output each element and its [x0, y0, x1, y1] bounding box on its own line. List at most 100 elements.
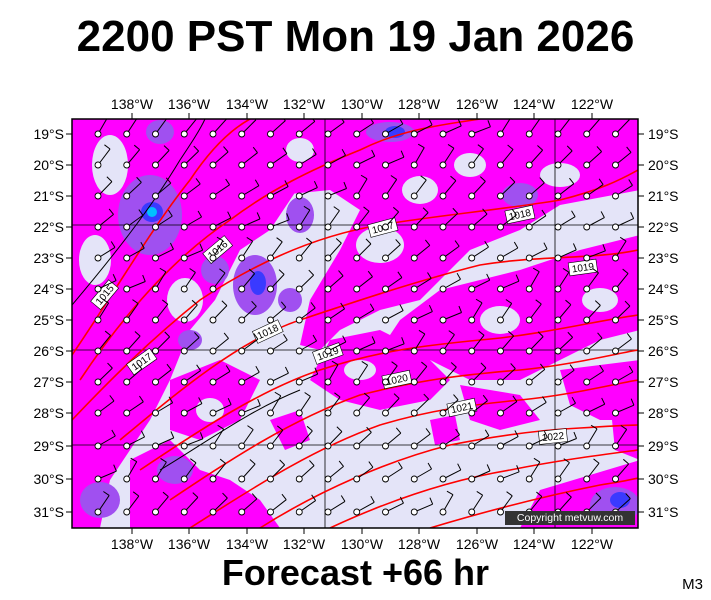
wind-barb: [554, 119, 571, 138]
wind-barb: [267, 425, 284, 450]
wind-barb: [324, 148, 346, 169]
wind-barb: [94, 298, 110, 324]
wind-barb: [238, 212, 261, 231]
wind-barb: [525, 396, 547, 417]
wind-barb: [382, 393, 400, 417]
wind-barb: [612, 236, 627, 262]
wind-barb: [180, 145, 199, 169]
wind-barb: [554, 396, 576, 417]
latitude-label-right: 20°S: [648, 157, 679, 173]
svg-text:1020: 1020: [385, 373, 409, 388]
wind-barb: [295, 334, 318, 355]
wind-barb: [612, 179, 633, 200]
wind-barb: [152, 491, 169, 516]
wind-barb: [554, 210, 576, 231]
wind-barb: [295, 494, 317, 516]
wind-barb: [439, 330, 455, 355]
wind-barb: [123, 491, 140, 516]
wind-barb: [152, 299, 169, 324]
latitude-label-right: 26°S: [648, 343, 679, 359]
wind-barb: [468, 429, 490, 450]
wind-barb: [123, 144, 140, 169]
wind-barb: [612, 211, 635, 231]
longitude-label-top: 128°W: [398, 96, 441, 112]
longitude-label-top: 138°W: [111, 96, 154, 112]
wind-barb: [353, 303, 375, 324]
wind-barb: [123, 395, 144, 417]
wind-barb: [353, 360, 369, 386]
wind-barb: [612, 146, 632, 169]
wind-barb: [525, 209, 547, 231]
wind-barb: [583, 397, 606, 417]
wind-barb: [180, 397, 203, 417]
longitude-label-bottom: 132°W: [283, 536, 326, 552]
wind-barb: [152, 145, 170, 169]
longitude-label-bottom: 128°W: [398, 536, 441, 552]
wind-barb: [497, 491, 513, 516]
wind-barb: [94, 208, 114, 231]
wind-barb: [324, 495, 346, 516]
wind-barb: [439, 272, 461, 293]
wind-barb: [94, 395, 115, 417]
latitude-label-left: 30°S: [33, 471, 64, 487]
wind-barb: [439, 394, 459, 417]
wind-barb: [238, 268, 255, 293]
longitude-label-bottom: 124°W: [513, 536, 556, 552]
wind-barb: [123, 119, 138, 138]
wind-barb: [554, 177, 575, 200]
wind-barb: [439, 207, 458, 231]
wind-barb: [94, 144, 111, 169]
wind-barb: [468, 273, 491, 293]
wind-barb: [583, 119, 601, 138]
wind-barb: [267, 333, 288, 355]
wind-barb: [382, 175, 398, 200]
isobar-label: 1020: [381, 369, 413, 390]
wind-barb: [180, 268, 196, 293]
wind-barb: [267, 391, 282, 417]
wind-barb: [94, 241, 116, 262]
wind-barb: [410, 462, 433, 483]
wind-barb: [382, 461, 403, 483]
wind-barb: [238, 365, 260, 386]
wind-barb: [324, 181, 348, 200]
wind-barb: [554, 331, 573, 355]
wind-barb: [295, 392, 311, 417]
wind-barb: [295, 367, 319, 386]
wind-barb: [439, 143, 455, 169]
wind-barb: [468, 144, 484, 169]
wind-barb: [94, 176, 113, 200]
trough-lines: [72, 119, 301, 471]
wind-barb: [583, 424, 598, 450]
wind-barb: [267, 459, 285, 483]
latitude-label-right: 21°S: [648, 188, 679, 204]
wind-barb: [267, 180, 289, 200]
wind-barb: [410, 175, 427, 200]
forecast-label: Forecast +66 hr: [221, 552, 490, 593]
wind-barb: [353, 174, 368, 200]
latitude-label-right: 29°S: [648, 438, 679, 454]
rain-peak: [147, 207, 157, 217]
latitude-label-left: 25°S: [33, 312, 64, 328]
latitude-label-right: 30°S: [648, 471, 679, 487]
wind-barb: [324, 392, 341, 417]
wind-barb: [94, 330, 111, 355]
wind-barb: [525, 119, 541, 138]
wind-barb: [180, 119, 198, 138]
wind-barb: [583, 211, 605, 231]
wind-barb: [525, 457, 541, 483]
wind-barb: [180, 332, 200, 355]
latitude-label-left: 22°S: [33, 219, 64, 235]
wind-barb: [324, 238, 342, 262]
wind-barb: [152, 331, 170, 355]
wind-barb: [267, 213, 290, 231]
latitude-label-left: 24°S: [33, 281, 64, 297]
wind-barb: [468, 120, 491, 138]
wind-barb: [382, 304, 404, 324]
wind-barb: [525, 177, 545, 200]
wind-barb: [295, 302, 316, 324]
wind-barb: [554, 243, 577, 262]
wind-barb: [267, 493, 287, 516]
wind-barb: [382, 337, 405, 355]
latitude-label-left: 28°S: [33, 405, 64, 421]
wind-barb: [439, 240, 460, 262]
